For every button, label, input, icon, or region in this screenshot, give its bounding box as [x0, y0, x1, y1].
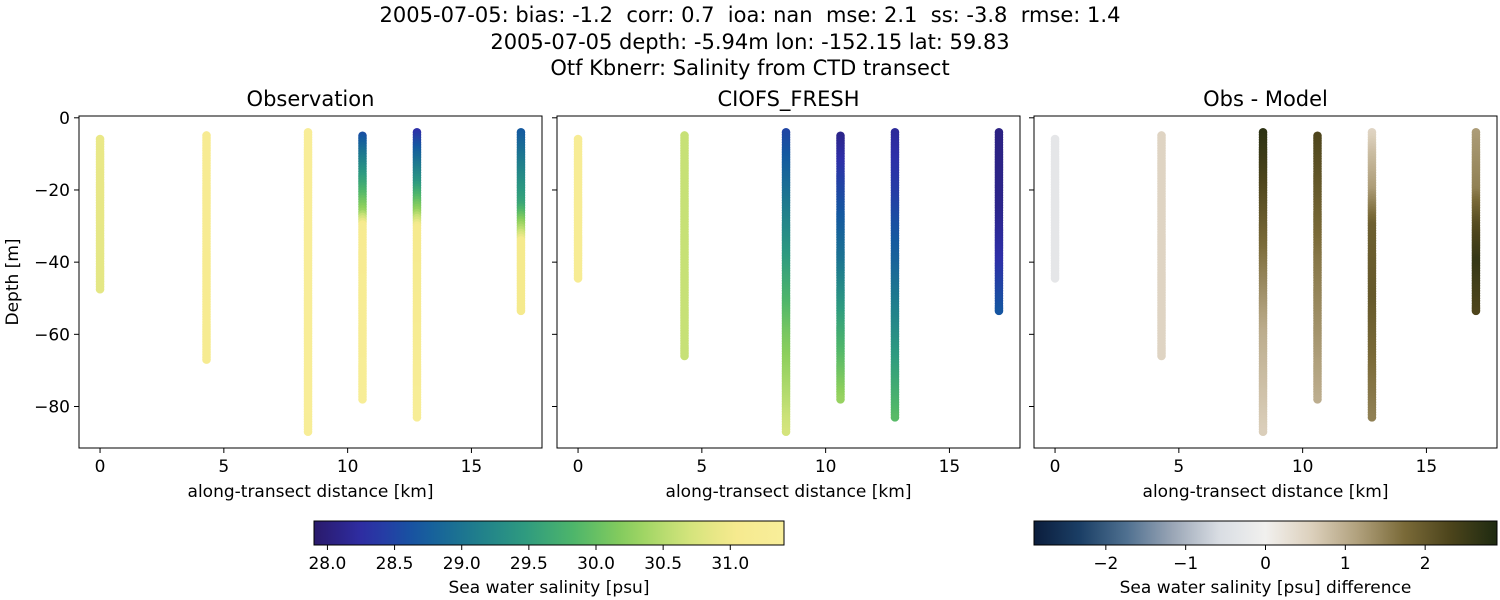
plot-frame	[78, 115, 543, 449]
panel-title: Obs - Model	[1203, 87, 1328, 111]
x-tick-label: 10	[1292, 457, 1314, 477]
profile-3	[1313, 131, 1322, 404]
profile-4	[890, 127, 900, 422]
colorbar-1: −2 −1 0 1 2 Sea water salinity [psu] differen…	[1033, 520, 1498, 598]
data-point	[836, 394, 845, 404]
profile-3	[358, 131, 367, 404]
x-tick-label: 0	[95, 457, 106, 477]
y-tick-label: −40	[34, 253, 70, 273]
colorbar-tick-label: 29.5	[510, 554, 548, 574]
colorbar-tick-label: 29.0	[443, 554, 481, 574]
title-line-location: 2005-07-05 depth: -5.94m lon: -152.15 la…	[490, 30, 1010, 54]
data-point	[573, 274, 583, 283]
x-tick-label: 10	[337, 457, 359, 477]
data-point	[202, 355, 211, 364]
data-point	[1313, 394, 1322, 404]
colorbar-tick-label: 30.0	[577, 554, 615, 574]
data-point	[1258, 427, 1268, 437]
colorbar-bar	[313, 520, 785, 546]
profile-1	[680, 131, 689, 361]
profile-1	[1157, 131, 1166, 361]
colorbar-label: Sea water salinity [psu]	[449, 578, 650, 598]
y-axis-label: Depth [m]	[3, 238, 23, 325]
colorbar-tick-label: 1	[1340, 554, 1351, 574]
panel-title: CIOFS_FRESH	[718, 87, 860, 112]
colorbar-bar	[1033, 520, 1498, 546]
data-point	[358, 394, 367, 404]
title-line-metrics: 2005-07-05: bias: -1.2 corr: 0.7 ioa: na…	[379, 3, 1121, 27]
x-tick-label: 0	[1050, 457, 1061, 477]
y-tick-label: −20	[34, 181, 70, 201]
data-point	[1050, 274, 1060, 283]
panel-0: Observation 0 5 10 15 along-transect distance…	[3, 87, 543, 502]
profile-3	[836, 131, 845, 404]
data-point	[412, 413, 422, 422]
profile-2	[781, 127, 791, 437]
colorbar-tick-label: −1	[1173, 554, 1198, 574]
x-axis-label: along-transect distance [km]	[188, 482, 434, 502]
colorbar-0: 28.0 28.5 29.0 29.5 30.0 30.5 31.0 Sea water sa…	[308, 520, 785, 598]
y-tick-label: −80	[34, 398, 70, 418]
profile-0	[573, 134, 583, 283]
colorbar-tick-label: 2	[1420, 554, 1431, 574]
x-tick-label: 10	[815, 457, 837, 477]
data-point	[994, 306, 1004, 316]
profile-2	[303, 127, 313, 437]
plot-frame	[556, 115, 1021, 449]
x-tick-label: 5	[1173, 457, 1184, 477]
x-tick-label: 15	[1416, 457, 1438, 477]
data-point	[680, 351, 689, 361]
colorbar-tick-label: 31.0	[711, 554, 749, 574]
colorbar-tick-label: 0	[1260, 554, 1271, 574]
profile-0	[1050, 134, 1060, 283]
x-tick-label: 0	[573, 457, 584, 477]
profile-4	[1367, 127, 1377, 422]
x-axis-label: along-transect distance [km]	[666, 482, 912, 502]
profile-5	[994, 127, 1004, 316]
data-point	[890, 413, 900, 422]
profile-0	[95, 134, 105, 294]
x-tick-label: 15	[939, 457, 961, 477]
colorbar-tick-label: 30.5	[644, 554, 682, 574]
data-point	[1367, 413, 1377, 422]
data-point	[303, 427, 313, 437]
x-tick-label: 5	[218, 457, 229, 477]
panel-1: CIOFS_FRESH 0 5 10 15 along-transect distance…	[552, 87, 1021, 502]
panel-2: Obs - Model 0 5 10 15 along-transect distance…	[1029, 87, 1498, 502]
profile-1	[202, 131, 211, 364]
colorbar-tick-label: 28.0	[308, 554, 346, 574]
colorbar-tick-label: −2	[1093, 554, 1118, 574]
profile-5	[1471, 127, 1481, 316]
data-point	[95, 284, 105, 294]
y-tick-label: 0	[59, 109, 70, 129]
colorbar-tick-label: 28.5	[376, 554, 414, 574]
title-line-dataset: Otf Kbnerr: Salinity from CTD transect	[550, 56, 950, 80]
data-point	[781, 427, 791, 437]
colorbar-label: Sea water salinity [psu] difference	[1120, 578, 1412, 598]
data-point	[1471, 306, 1481, 316]
data-point	[516, 306, 526, 316]
y-tick-label: −60	[34, 325, 70, 345]
x-tick-label: 5	[696, 457, 707, 477]
data-point	[1157, 351, 1166, 361]
profile-5	[516, 127, 526, 316]
panel-title: Observation	[247, 87, 375, 111]
x-tick-label: 15	[461, 457, 483, 477]
x-axis-label: along-transect distance [km]	[1143, 482, 1389, 502]
profile-4	[412, 127, 422, 422]
profile-2	[1258, 127, 1268, 437]
plot-frame	[1033, 115, 1498, 449]
